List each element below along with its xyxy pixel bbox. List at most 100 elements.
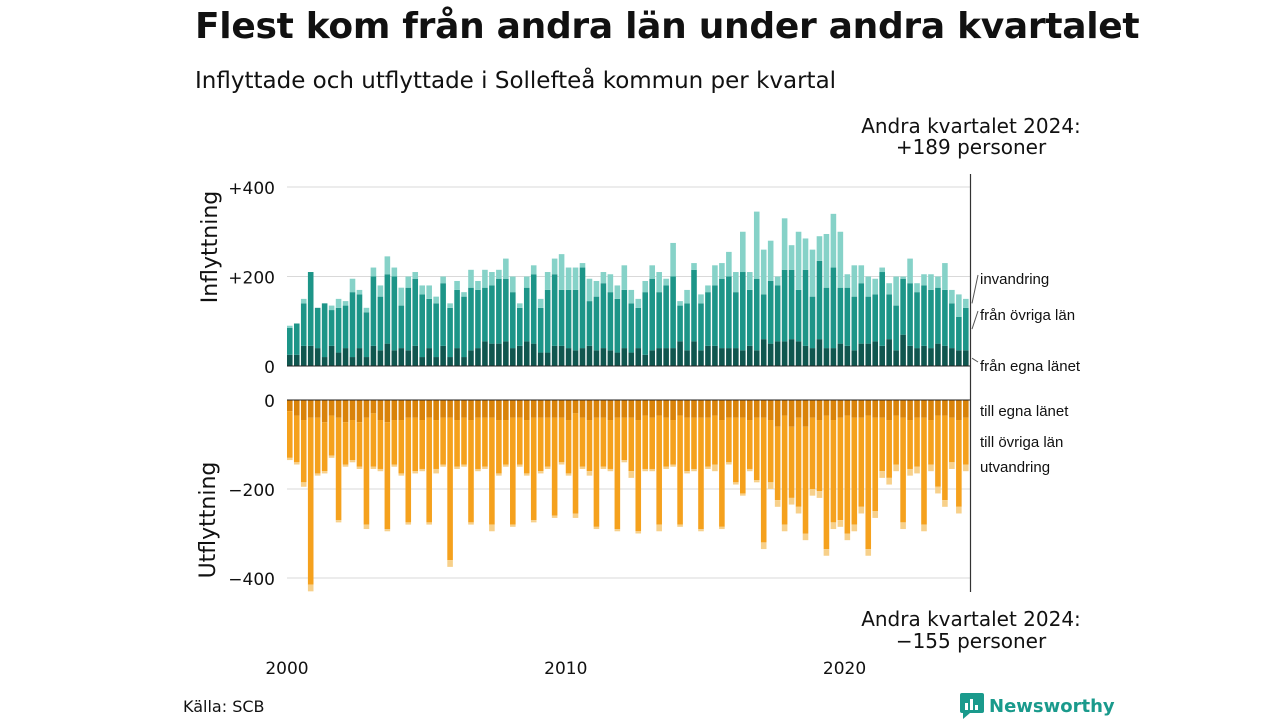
bar-outflow-segment	[649, 468, 655, 472]
bar-outflow-segment	[300, 400, 307, 421]
bar-outflow-segment	[963, 400, 969, 418]
bar-outflow-segment	[914, 400, 920, 418]
bar-inflow-segment	[670, 348, 676, 366]
bar-inflow-segment	[746, 272, 753, 290]
bar-outflow-segment	[287, 411, 293, 458]
bar-inflow-segment	[572, 350, 579, 366]
bar-inflow-segment	[670, 276, 676, 349]
bar-outflow-segment	[614, 529, 621, 532]
bar-inflow-segment	[516, 345, 523, 366]
bar-inflow-segment	[356, 289, 363, 295]
annotation-outflow-line1: Andra kvartalet 2024:	[861, 607, 1081, 631]
bar-inflow-segment	[384, 343, 391, 367]
bar-outflow-segment	[523, 473, 530, 476]
bar-outflow-segment	[816, 491, 823, 498]
bar-inflow-segment	[795, 289, 802, 342]
bar-outflow-segment	[419, 420, 425, 469]
bar-inflow-segment	[726, 276, 732, 349]
x-tick-label: 2000	[265, 659, 308, 679]
bar-outflow-segment	[774, 500, 781, 507]
bar-inflow-segment	[391, 276, 398, 351]
bar-inflow-segment	[426, 285, 432, 299]
bar-outflow-segment	[447, 417, 453, 561]
bar-inflow-segment	[746, 289, 753, 346]
bar-outflow-segment	[628, 400, 635, 418]
bar-outflow-segment	[656, 524, 662, 532]
bar-outflow-segment	[328, 455, 335, 458]
bar-inflow-segment	[635, 307, 642, 349]
bar-inflow-segment	[879, 272, 885, 346]
series-label-inflow: invandring	[980, 271, 1049, 288]
bar-outflow-segment	[656, 415, 662, 525]
bar-inflow-segment	[607, 350, 614, 366]
bar-outflow-segment	[349, 420, 356, 461]
y-tick-label-outflow: −200	[228, 481, 275, 501]
bar-inflow-segment	[412, 278, 419, 346]
bar-inflow-segment	[809, 249, 816, 297]
bar-inflow-segment	[489, 272, 495, 286]
bar-inflow-segment	[963, 350, 969, 366]
bar-outflow-segment	[907, 420, 913, 469]
bar-inflow-segment	[530, 343, 537, 367]
bar-inflow-segment	[788, 245, 795, 270]
bar-outflow-segment	[551, 400, 558, 418]
bar-outflow-segment	[942, 415, 948, 501]
bar-inflow-segment	[670, 242, 676, 277]
bar-outflow-segment	[321, 400, 328, 423]
bar-outflow-segment	[426, 400, 432, 418]
bar-inflow-segment	[628, 352, 635, 366]
bar-inflow-segment	[893, 276, 899, 306]
bar-inflow-segment	[949, 289, 955, 304]
bar-inflow-segment	[384, 256, 391, 275]
bar-outflow-segment	[398, 400, 405, 421]
bar-inflow-segment	[412, 345, 419, 366]
bar-inflow-segment	[558, 345, 565, 366]
bar-outflow-segment	[621, 417, 628, 461]
bar-outflow-segment	[384, 529, 391, 532]
bar-outflow-segment	[510, 524, 516, 527]
annotation-inflow-line1: Andra kvartalet 2024:	[861, 114, 1081, 138]
bar-outflow-segment	[482, 466, 488, 469]
bar-inflow-segment	[558, 254, 565, 290]
bar-inflow-segment	[510, 276, 516, 293]
bar-outflow-segment	[740, 417, 746, 494]
bar-outflow-segment	[740, 493, 746, 496]
bar-inflow-segment	[865, 343, 872, 367]
bar-inflow-segment	[663, 278, 669, 286]
bar-outflow-segment	[726, 417, 732, 463]
bar-outflow-segment	[781, 415, 788, 525]
bar-outflow-segment	[607, 400, 614, 421]
series-label-inflow: från egna länet	[980, 358, 1081, 375]
bar-outflow-segment	[377, 400, 384, 421]
bar-outflow-segment	[621, 400, 628, 418]
bar-inflow-segment	[440, 276, 446, 284]
bar-inflow-segment	[440, 345, 446, 366]
bar-outflow-segment	[900, 417, 906, 523]
bar-outflow-segment	[886, 477, 892, 485]
bar-outflow-segment	[523, 420, 530, 474]
bar-inflow-segment	[349, 278, 356, 293]
bar-outflow-segment	[802, 400, 809, 427]
series-label-connector	[971, 310, 979, 330]
bar-inflow-segment	[733, 292, 739, 349]
bar-inflow-segment	[503, 278, 509, 342]
bar-outflow-segment	[489, 417, 495, 525]
bar-outflow-segment	[823, 549, 830, 556]
bar-outflow-segment	[942, 400, 948, 416]
bar-outflow-segment	[426, 417, 432, 523]
bar-inflow-segment	[879, 345, 885, 366]
bar-outflow-segment	[496, 400, 502, 421]
bar-outflow-segment	[774, 426, 781, 501]
bar-outflow-segment	[475, 400, 481, 418]
bar-outflow-segment	[419, 400, 425, 421]
bar-outflow-segment	[335, 417, 342, 521]
bar-inflow-segment	[363, 312, 370, 358]
bar-inflow-segment	[816, 236, 823, 261]
bar-inflow-segment	[558, 289, 565, 346]
bar-outflow-segment	[558, 400, 565, 418]
bar-inflow-segment	[684, 289, 690, 304]
bar-outflow-segment	[607, 468, 614, 472]
bar-outflow-segment	[356, 400, 363, 423]
bar-inflow-segment	[600, 272, 607, 284]
